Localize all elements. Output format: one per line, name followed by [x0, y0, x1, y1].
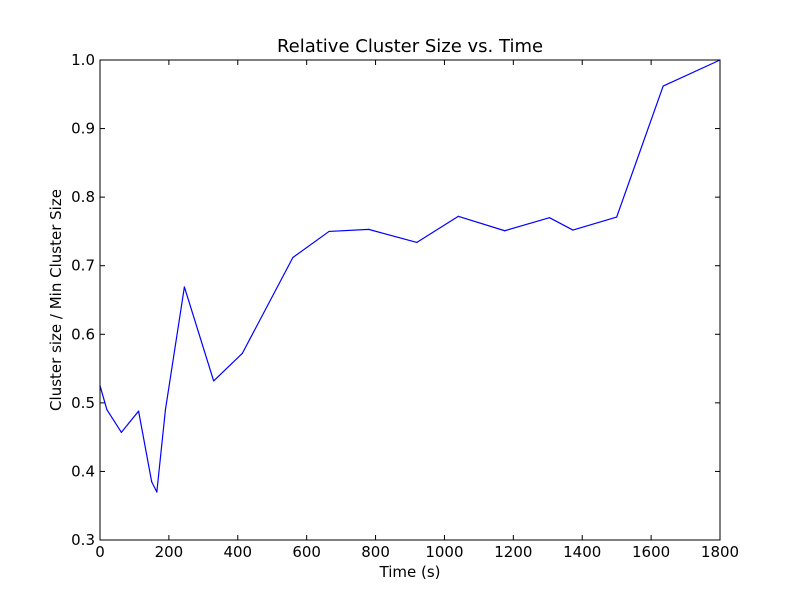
data-point — [120, 431, 122, 433]
data-point — [328, 230, 330, 233]
y-tick-label: 1.0 — [71, 51, 95, 69]
data-point — [241, 352, 243, 355]
x-tick-label: 1200 — [494, 543, 532, 561]
data-point — [662, 85, 664, 87]
y-tick-label: 0.6 — [71, 325, 95, 343]
y-tick-label: 0.9 — [71, 120, 95, 138]
x-tick-label: 0 — [95, 543, 105, 561]
data-point — [137, 410, 140, 412]
data-point — [183, 286, 185, 288]
plot-frame — [99, 59, 721, 541]
data-point — [548, 217, 551, 219]
y-tick-label: 0.7 — [71, 257, 95, 275]
x-tick-label: 1600 — [632, 543, 670, 561]
data-point — [572, 229, 574, 231]
data-point — [416, 241, 418, 243]
x-tick-label: 800 — [361, 543, 390, 561]
y-tick-label: 0.4 — [71, 462, 95, 480]
x-tick-label: 600 — [292, 543, 321, 561]
data-point — [368, 228, 370, 230]
data-point — [156, 491, 158, 493]
plot-area — [100, 60, 720, 540]
data-point — [292, 256, 294, 259]
y-axis-label: Cluster size / Min Cluster Size — [47, 189, 65, 411]
y-tick-label: 0.3 — [71, 531, 95, 549]
chart-title: Relative Cluster Size vs. Time — [277, 36, 543, 57]
y-tick-label: 0.8 — [71, 188, 95, 206]
data-point — [213, 380, 215, 382]
y-tick-label: 0.5 — [71, 394, 95, 412]
x-tick-label: 1400 — [563, 543, 601, 561]
data-point — [616, 216, 618, 218]
x-axis-label: Time (s) — [379, 563, 441, 581]
data-point — [457, 215, 459, 217]
x-tick-label: 1000 — [425, 543, 463, 561]
data-point — [504, 230, 506, 232]
data-point — [151, 481, 153, 483]
x-tick-label: 200 — [155, 543, 184, 561]
tick-labels-layer: 0 200 400 600 800 1000 1200 1400 1600 1800 0.3 0.4 0… — [71, 51, 739, 561]
x-tick-label: 1800 — [701, 543, 739, 561]
x-tick-label: 400 — [223, 543, 252, 561]
data-point — [164, 409, 167, 411]
data-point — [106, 409, 108, 411]
